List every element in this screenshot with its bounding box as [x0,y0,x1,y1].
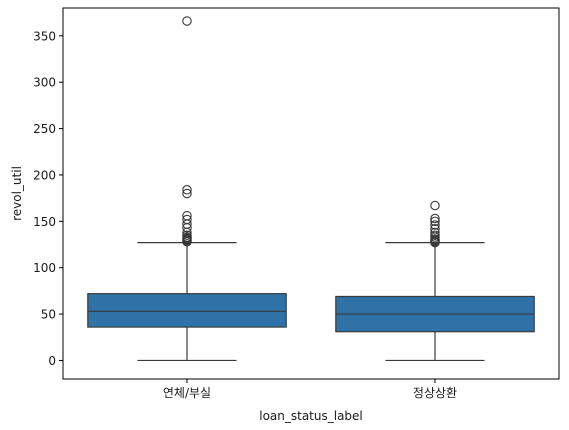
iqr-box [87,293,287,328]
outlier-point [430,223,440,234]
y-tick-label: 300 [33,76,56,90]
outlier-point [430,213,440,224]
y-tick-label: 0 [48,354,56,368]
outlier-point [182,230,192,240]
outlier-point [430,227,440,238]
box-1 [87,16,287,362]
y-tick-label: 100 [33,261,56,275]
outlier-point [182,188,192,199]
x-axis: 연체/부실 정상상환 [163,379,457,400]
x-axis-label: loan_status_label [259,409,363,423]
outlier-point [182,185,192,195]
y-tick-label: 50 [41,308,56,322]
y-tick-label: 150 [33,215,56,229]
boxes-group [87,16,535,362]
outlier-point [182,211,192,221]
x-tick-label: 연체/부실 [163,386,211,400]
y-axis: 0 50 100 150 200 250 300 350 [33,29,63,368]
y-axis-label: revol_util [10,166,24,221]
box-2 [335,200,535,362]
outlier-point [182,214,192,225]
y-tick-label: 350 [33,29,56,43]
outlier-point [182,16,192,26]
x-tick-label: 정상상환 [413,386,457,400]
y-tick-label: 200 [33,168,56,182]
outlier-point [430,230,440,240]
outlier-point [430,220,440,230]
y-tick-label: 250 [33,122,56,136]
outlier-point [430,200,440,211]
outlier-point [430,216,440,227]
